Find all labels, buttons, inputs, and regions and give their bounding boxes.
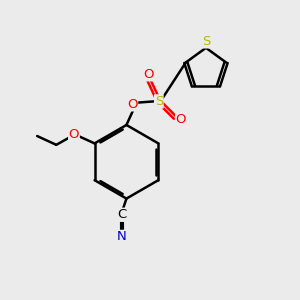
- Text: O: O: [127, 98, 138, 111]
- Text: N: N: [117, 230, 126, 243]
- Text: S: S: [202, 35, 210, 48]
- Text: S: S: [154, 95, 163, 108]
- Text: O: O: [69, 128, 79, 141]
- Text: O: O: [176, 112, 186, 126]
- Text: O: O: [143, 68, 154, 81]
- Text: C: C: [117, 208, 126, 221]
